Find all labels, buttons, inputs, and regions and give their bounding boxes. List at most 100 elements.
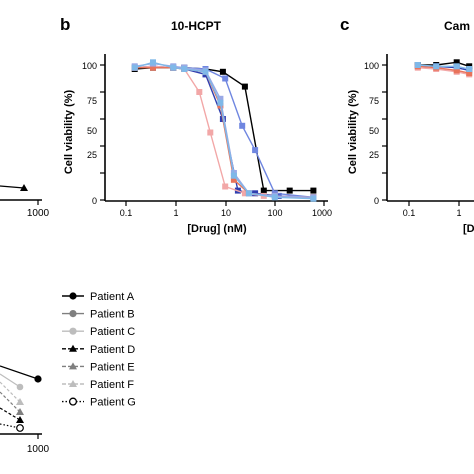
panel-b-data-point — [217, 99, 224, 106]
panel-d-series-marker — [16, 398, 24, 405]
panel-d-series-line — [0, 391, 21, 413]
panel-c-y-tick-label: 100 — [364, 61, 379, 71]
legend-marker — [69, 344, 77, 352]
panel-d-series-marker — [16, 383, 24, 391]
panel-b-data-point — [150, 64, 156, 71]
panel-b-data-point — [310, 195, 317, 202]
panel-b-data-point — [150, 59, 156, 66]
panel-b-x-tick-label: 1 — [173, 208, 178, 218]
panel-b-ylabel: Cell viability (%) — [63, 89, 75, 174]
panel-c-data-point — [414, 62, 421, 68]
panel-c-data-point — [453, 67, 460, 74]
legend-marker — [69, 362, 77, 370]
panel-c-data-point — [433, 63, 440, 70]
panel-c-title: Cam — [444, 19, 470, 33]
legend-marker — [69, 327, 77, 335]
panel-b-data-point — [310, 187, 317, 194]
panel-c-data-point — [466, 70, 473, 77]
panel-a-triangle-marker — [20, 184, 28, 191]
panel-b: b 10-HCPT Cell viability (%) [Drug] (nM)… — [60, 15, 332, 235]
panel-b-data-point — [241, 190, 248, 197]
panel-b-series-line — [134, 62, 314, 198]
panel-c-plot-area — [414, 59, 473, 78]
panel-b-y-tick-label: 0 — [92, 196, 97, 206]
panel-d-series-marker — [16, 408, 24, 415]
panel-b-data-point — [207, 129, 214, 136]
panel-c-x-tick-label: 1 — [456, 208, 461, 218]
panel-b-letter: b — [60, 15, 70, 34]
panel-c-series-line — [417, 67, 470, 76]
panel-b-series-line — [134, 61, 314, 200]
panel-d-x-tick-label: 1000 — [27, 444, 50, 455]
legend-label: Patient E — [90, 361, 135, 373]
panel-b-series-line — [134, 65, 314, 198]
panel-c-data-point — [466, 66, 473, 72]
panel-b-y-tick-label: 100 — [82, 61, 97, 71]
panel-b-x-tick-label: 0.1 — [120, 208, 133, 218]
panel-b-x-tick-label: 100 — [267, 208, 282, 218]
panel-b-data-point — [217, 95, 224, 102]
panel-b-data-point — [202, 68, 209, 75]
panel-b-series-line — [134, 66, 314, 198]
panel-b-x-ticks — [125, 201, 325, 206]
panel-c-y-tick-label: 75 — [369, 96, 379, 106]
panel-d-series-line — [0, 373, 21, 388]
panel-b-data-point — [260, 187, 267, 194]
panel-b-data-point — [241, 83, 248, 90]
panel-b-x-tick-label: 10 — [221, 208, 231, 218]
panel-b-x-tick-label: 1000 — [312, 208, 332, 218]
panel-b-data-point — [219, 68, 226, 75]
panel-b-y-tick-label: 25 — [87, 150, 97, 160]
panel-b-y-tick-label: 50 — [87, 126, 97, 136]
panel-d-series-marker — [16, 424, 24, 432]
panel-c-letter: c — [340, 15, 349, 34]
panel-c-y-tick-label: 25 — [369, 150, 379, 160]
panel-d-series-marker — [16, 416, 24, 423]
panel-c-x-tick-label: 0.1 — [403, 208, 416, 218]
panel-d: 1000 — [0, 365, 50, 455]
panel-c-y-tick-label: 0 — [374, 196, 379, 206]
panel-b-y-ticks — [100, 64, 105, 201]
panel-b-data-point — [222, 183, 229, 190]
panel-c-ylabel: Cell viability (%) — [347, 89, 359, 174]
panel-b-data-point — [196, 89, 203, 95]
panel-b-data-point — [245, 190, 252, 197]
panel-c-data-point — [453, 59, 460, 66]
panel-d-series-marker — [34, 375, 42, 383]
panel-b-data-point — [170, 64, 177, 71]
legend-label: Patient C — [90, 326, 135, 338]
panel-a: 1000 — [0, 184, 50, 219]
panel-c-xlabel: [D — [463, 223, 474, 235]
panel-b-data-point — [131, 64, 138, 71]
legend-marker — [69, 380, 77, 387]
panel-c-x-ticks — [408, 201, 460, 206]
panel-d-series-line — [0, 365, 39, 380]
legend-marker — [69, 292, 77, 300]
panel-c-series-line — [417, 64, 470, 70]
panel-b-title: 10-HCPT — [171, 19, 222, 33]
panel-b-data-point — [252, 147, 259, 154]
panel-b-data-point — [230, 176, 237, 183]
legend-label: Patient B — [90, 309, 135, 321]
panel-c-y-ticks — [382, 64, 387, 201]
panel-b-data-point — [181, 66, 188, 72]
legend: Patient A Patient B Patient C Patient D Pati… — [62, 291, 136, 409]
panel-b-data-point — [286, 187, 293, 194]
panel-d-series-line — [0, 407, 21, 421]
panel-c-series-line — [417, 65, 470, 74]
panel-a-series-line — [0, 185, 25, 189]
panel-b-plot-area — [131, 59, 317, 202]
panel-a-x-tick-label: 1000 — [27, 208, 50, 219]
panel-b-xlabel: [Drug] (nM) — [187, 223, 247, 235]
legend-marker — [68, 397, 78, 406]
legend-label: Patient D — [90, 344, 135, 356]
panel-c-y-tick-label: 50 — [369, 126, 379, 136]
panel-b-data-point — [222, 75, 229, 82]
legend-marker — [69, 310, 77, 318]
legend-label: Patient G — [90, 397, 136, 409]
panel-c: c Cam Cell viability (%) [D 0 25 50 75 1… — [340, 15, 474, 235]
panel-b-data-point — [271, 194, 278, 201]
legend-label: Patient A — [90, 291, 135, 303]
panel-b-series-line — [134, 65, 314, 198]
